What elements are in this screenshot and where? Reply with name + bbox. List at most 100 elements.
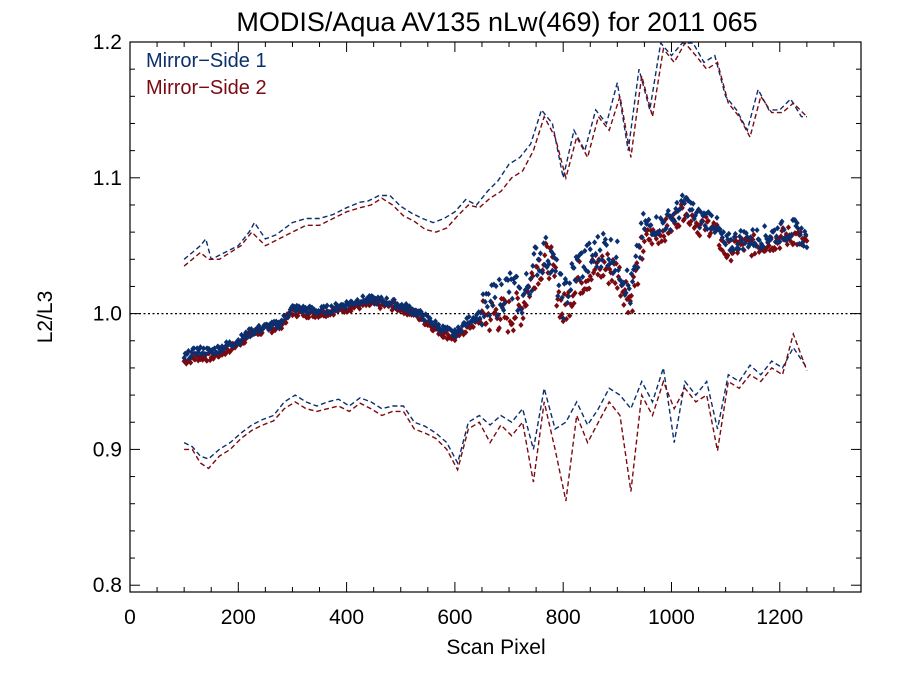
series-1-point — [375, 294, 381, 301]
series-1-point — [484, 303, 490, 310]
series-2-point — [493, 306, 499, 313]
series-1-point — [492, 294, 498, 301]
series-1-point — [617, 277, 624, 284]
plot-area — [129, 41, 862, 593]
series-1-point — [756, 237, 762, 244]
series-1-point — [613, 254, 619, 261]
series-2-point — [604, 251, 611, 258]
series-1-point — [410, 306, 416, 313]
series-1-point — [300, 303, 306, 310]
x-axis-tick-labels: 0 200 400 600 800 1000 1200 — [124, 606, 803, 629]
legend-item-mirror-side-2: Mirror−Side 2 — [146, 77, 267, 99]
series-2-point — [571, 300, 577, 307]
series-2-point — [444, 335, 450, 342]
series-2-point — [506, 298, 512, 305]
series-2-point — [563, 316, 570, 323]
series-1-point — [459, 322, 466, 329]
series-2-point — [688, 218, 694, 225]
series-1-point — [614, 238, 620, 245]
series-2-upper-line — [183, 41, 808, 267]
series-1-point — [507, 270, 513, 277]
series-1-point — [511, 279, 518, 286]
series-2-point — [625, 309, 631, 316]
series-1-point — [634, 242, 640, 249]
series-2-point — [546, 275, 552, 282]
series-1-point — [688, 199, 694, 206]
series-1-point — [549, 267, 555, 274]
series-1-point — [299, 308, 305, 315]
series-1-point — [734, 241, 741, 248]
series-1-point — [628, 270, 635, 277]
series-2-point — [612, 280, 618, 287]
series-1-point — [775, 225, 781, 232]
series-1-point — [768, 236, 774, 243]
series-2-point — [684, 211, 690, 218]
series-1-point — [640, 210, 646, 217]
series-1-point — [498, 281, 505, 288]
series-2-point — [635, 281, 641, 288]
series-1-point — [555, 293, 561, 300]
series-1-point — [296, 303, 302, 310]
series-1-point — [495, 312, 501, 319]
series-1-point — [726, 230, 732, 237]
series-1-point — [531, 250, 537, 257]
series-2-point — [557, 314, 563, 321]
series-1-point — [636, 243, 642, 250]
series-1-point — [607, 260, 613, 267]
series-2-point — [463, 329, 469, 336]
series-1-point — [337, 304, 343, 311]
series-1-point — [671, 211, 677, 218]
series-1-point — [466, 313, 472, 320]
series-1-point — [603, 242, 610, 249]
series-1-point — [685, 213, 691, 220]
series-1-point — [608, 236, 614, 243]
series-1-point — [418, 309, 424, 316]
series-2-point — [695, 222, 702, 229]
series-1-point — [318, 307, 324, 314]
series-2-point — [749, 252, 755, 259]
series-1-point — [585, 268, 591, 275]
series-1-point — [389, 299, 395, 306]
series-1-point — [535, 256, 541, 263]
series-2-point — [598, 273, 604, 280]
chart-title: MODIS/Aqua AV135 nLw(469) for 2011 065 — [236, 7, 757, 37]
series-2-point — [512, 314, 519, 321]
series-1-point — [548, 248, 554, 255]
series-1-point — [537, 250, 544, 257]
series-1-point — [203, 351, 209, 358]
series-2-point — [551, 273, 558, 280]
series-2-point — [777, 245, 783, 252]
series-1-point — [750, 226, 756, 233]
series-1-point — [611, 259, 617, 266]
series-1-point — [598, 264, 604, 271]
series-1-point — [324, 302, 330, 309]
series-1-point — [778, 220, 784, 227]
series-2-point — [586, 285, 592, 292]
series-1-point — [643, 221, 650, 228]
series-1-point — [305, 309, 311, 316]
series-2-point — [570, 292, 576, 299]
series-2-point — [659, 238, 665, 245]
series-2-point — [561, 290, 567, 297]
series-1-point — [373, 295, 379, 302]
series-1-point — [753, 242, 759, 249]
series-1-point — [540, 269, 546, 276]
series-1-upper-line — [183, 41, 807, 261]
series-2-point — [496, 324, 502, 331]
series-1-point — [699, 218, 705, 225]
series-1-point — [394, 301, 401, 308]
series-1-point — [626, 285, 632, 292]
series-1-point — [472, 315, 479, 322]
series-1-point — [287, 306, 293, 313]
series-envelopes — [183, 41, 808, 502]
series-2-point — [614, 284, 620, 291]
series-2-point — [483, 320, 489, 327]
series-1-point — [525, 284, 532, 291]
series-1-point — [269, 319, 275, 326]
series-1-point — [293, 308, 299, 315]
series-1-point — [679, 192, 685, 199]
series-1-point — [342, 305, 349, 312]
series-1-point — [519, 309, 525, 316]
series-1-point — [739, 237, 745, 244]
